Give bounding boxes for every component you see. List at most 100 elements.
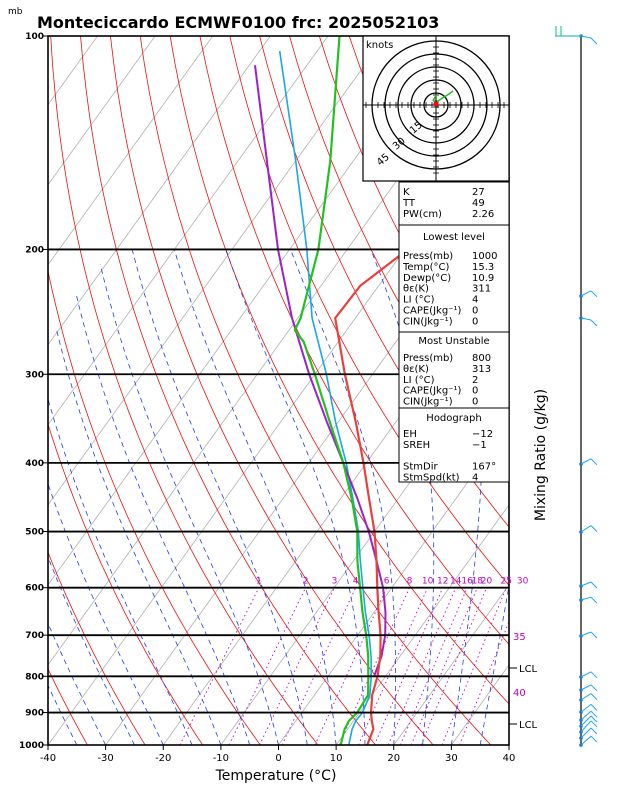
temperature-tick-label: 0 xyxy=(275,753,281,764)
moist-adiabat-line xyxy=(100,265,278,746)
isotherm-line xyxy=(567,36,618,745)
wind-barb xyxy=(581,685,591,690)
mixing-ratio-axis-title: Mixing Ratio (g/kg) xyxy=(533,389,549,521)
wind-barb-flag xyxy=(591,582,597,588)
isotherm-line xyxy=(0,36,155,745)
table-label: K xyxy=(403,187,410,198)
pressure-tick-label: 500 xyxy=(25,528,44,538)
lcl-label: LCL xyxy=(519,720,538,731)
moist-adiabat-line xyxy=(132,249,307,745)
pressure-tick-label: 300 xyxy=(25,370,44,380)
mixing-ratio-line xyxy=(260,588,335,745)
mixing-ratio-label: 6 xyxy=(384,577,390,587)
table-label: Dewp(°C) xyxy=(403,273,451,284)
table-label: θε(K) xyxy=(403,284,429,295)
dry-adiabat-line xyxy=(588,36,618,745)
table-label: Press(mb) xyxy=(403,251,453,262)
table-value: 49 xyxy=(472,198,485,209)
mixing-ratio-line xyxy=(282,588,356,745)
moist-adiabat-line xyxy=(19,384,164,745)
table-value: 0 xyxy=(472,316,478,327)
table-value: 2.26 xyxy=(472,209,494,220)
table-label: Press(mb) xyxy=(403,353,453,364)
table-label: Temp(°C) xyxy=(402,262,450,273)
table-value: 0 xyxy=(472,306,478,317)
table-label: PW(cm) xyxy=(403,209,442,220)
table-value: 800 xyxy=(472,353,491,364)
table-value: 167° xyxy=(472,462,496,473)
mixing-ratio-label: 30 xyxy=(517,577,529,587)
pressure-tick-label: 400 xyxy=(25,459,44,469)
wind-barb xyxy=(581,582,591,586)
table-label: StmDir xyxy=(403,462,438,473)
temperature-tick-label: 40 xyxy=(503,753,516,764)
temperature-tick-label: 10 xyxy=(330,753,343,764)
hodograph-unit-label: knots xyxy=(366,40,393,51)
mixing-ratio-label: 25 xyxy=(501,577,512,587)
mixing-ratio-line xyxy=(442,588,506,745)
x-axis-title: Temperature (°C) xyxy=(215,768,337,784)
wind-barb-flag xyxy=(591,291,597,297)
wind-barb-flag xyxy=(591,459,597,465)
table-value: 0 xyxy=(472,397,478,408)
wind-barb-flag xyxy=(591,672,597,678)
mixing-ratio-line xyxy=(180,588,259,745)
mixing-ratio-label: 10 xyxy=(422,577,434,587)
mixing-ratio-label: 12 xyxy=(437,577,448,587)
table-section-title: Most Unstable xyxy=(418,336,489,347)
wind-barb xyxy=(581,36,591,38)
table-label: CAPE(Jkg⁻¹) xyxy=(403,386,461,397)
table-label: LI (°C) xyxy=(403,375,435,386)
dry-adiabat-line xyxy=(51,36,318,745)
mixing-ratio-line xyxy=(229,588,306,745)
table-value: −12 xyxy=(472,429,493,440)
table-value: 1000 xyxy=(472,251,497,262)
table-label: θε(K) xyxy=(403,364,429,375)
table-section-title: Hodograph xyxy=(426,413,481,424)
table-value: 311 xyxy=(472,284,491,295)
table-value: 4 xyxy=(472,473,478,484)
mixing-ratio-label: 1 xyxy=(256,577,262,587)
pressure-tick-label: 900 xyxy=(25,709,44,719)
temperature-tick-label: -30 xyxy=(97,753,113,764)
mixing-ratio-line xyxy=(315,588,387,745)
wind-barb-flag xyxy=(591,632,597,638)
table-value: 15.3 xyxy=(472,262,494,273)
wind-barb-flag xyxy=(591,320,597,326)
wind-barb-flag xyxy=(591,597,597,603)
mixing-ratio-label: 20 xyxy=(481,577,493,587)
pressure-tick-label: 600 xyxy=(25,584,44,594)
wind-barb xyxy=(581,459,591,464)
moist-adiabat-line xyxy=(291,249,396,745)
moist-adiabat-line xyxy=(0,455,77,745)
table-value: 4 xyxy=(472,295,478,306)
table-value: 10.9 xyxy=(472,273,494,284)
pressure-tick-label: 100 xyxy=(25,32,44,42)
mixing-ratio-label: 4 xyxy=(353,577,359,587)
wind-barb-flag xyxy=(591,694,597,700)
table-value: 2 xyxy=(472,375,478,386)
wind-barb xyxy=(581,526,591,532)
wind-barb xyxy=(581,672,591,677)
table-label: SREH xyxy=(403,440,430,451)
temperature-tick-label: -40 xyxy=(40,753,56,764)
pressure-tick-label: 700 xyxy=(25,631,44,641)
wind-barb xyxy=(581,704,591,712)
mixing-ratio-line xyxy=(421,588,487,745)
wind-barb-flag xyxy=(591,526,597,532)
table-label: CIN(Jkg⁻¹) xyxy=(403,397,453,408)
wind-barb-flag xyxy=(591,38,597,44)
chart-title: Monteciccardo ECMWF0100 frc: 2025052103 xyxy=(37,13,439,32)
mixing-ratio-line xyxy=(388,588,456,745)
wind-barb xyxy=(581,728,591,738)
mixing-ratio-label: 3 xyxy=(332,577,338,587)
moist-adiabat-line xyxy=(538,249,618,745)
wind-barb xyxy=(581,318,591,320)
pressure-tick-label: 1000 xyxy=(19,741,44,751)
wind-barb xyxy=(581,716,591,726)
mixing-ratio-label: 2 xyxy=(303,577,309,587)
mixing-ratio-label: 8 xyxy=(407,577,413,587)
pressure-tick-label: 800 xyxy=(25,672,44,682)
